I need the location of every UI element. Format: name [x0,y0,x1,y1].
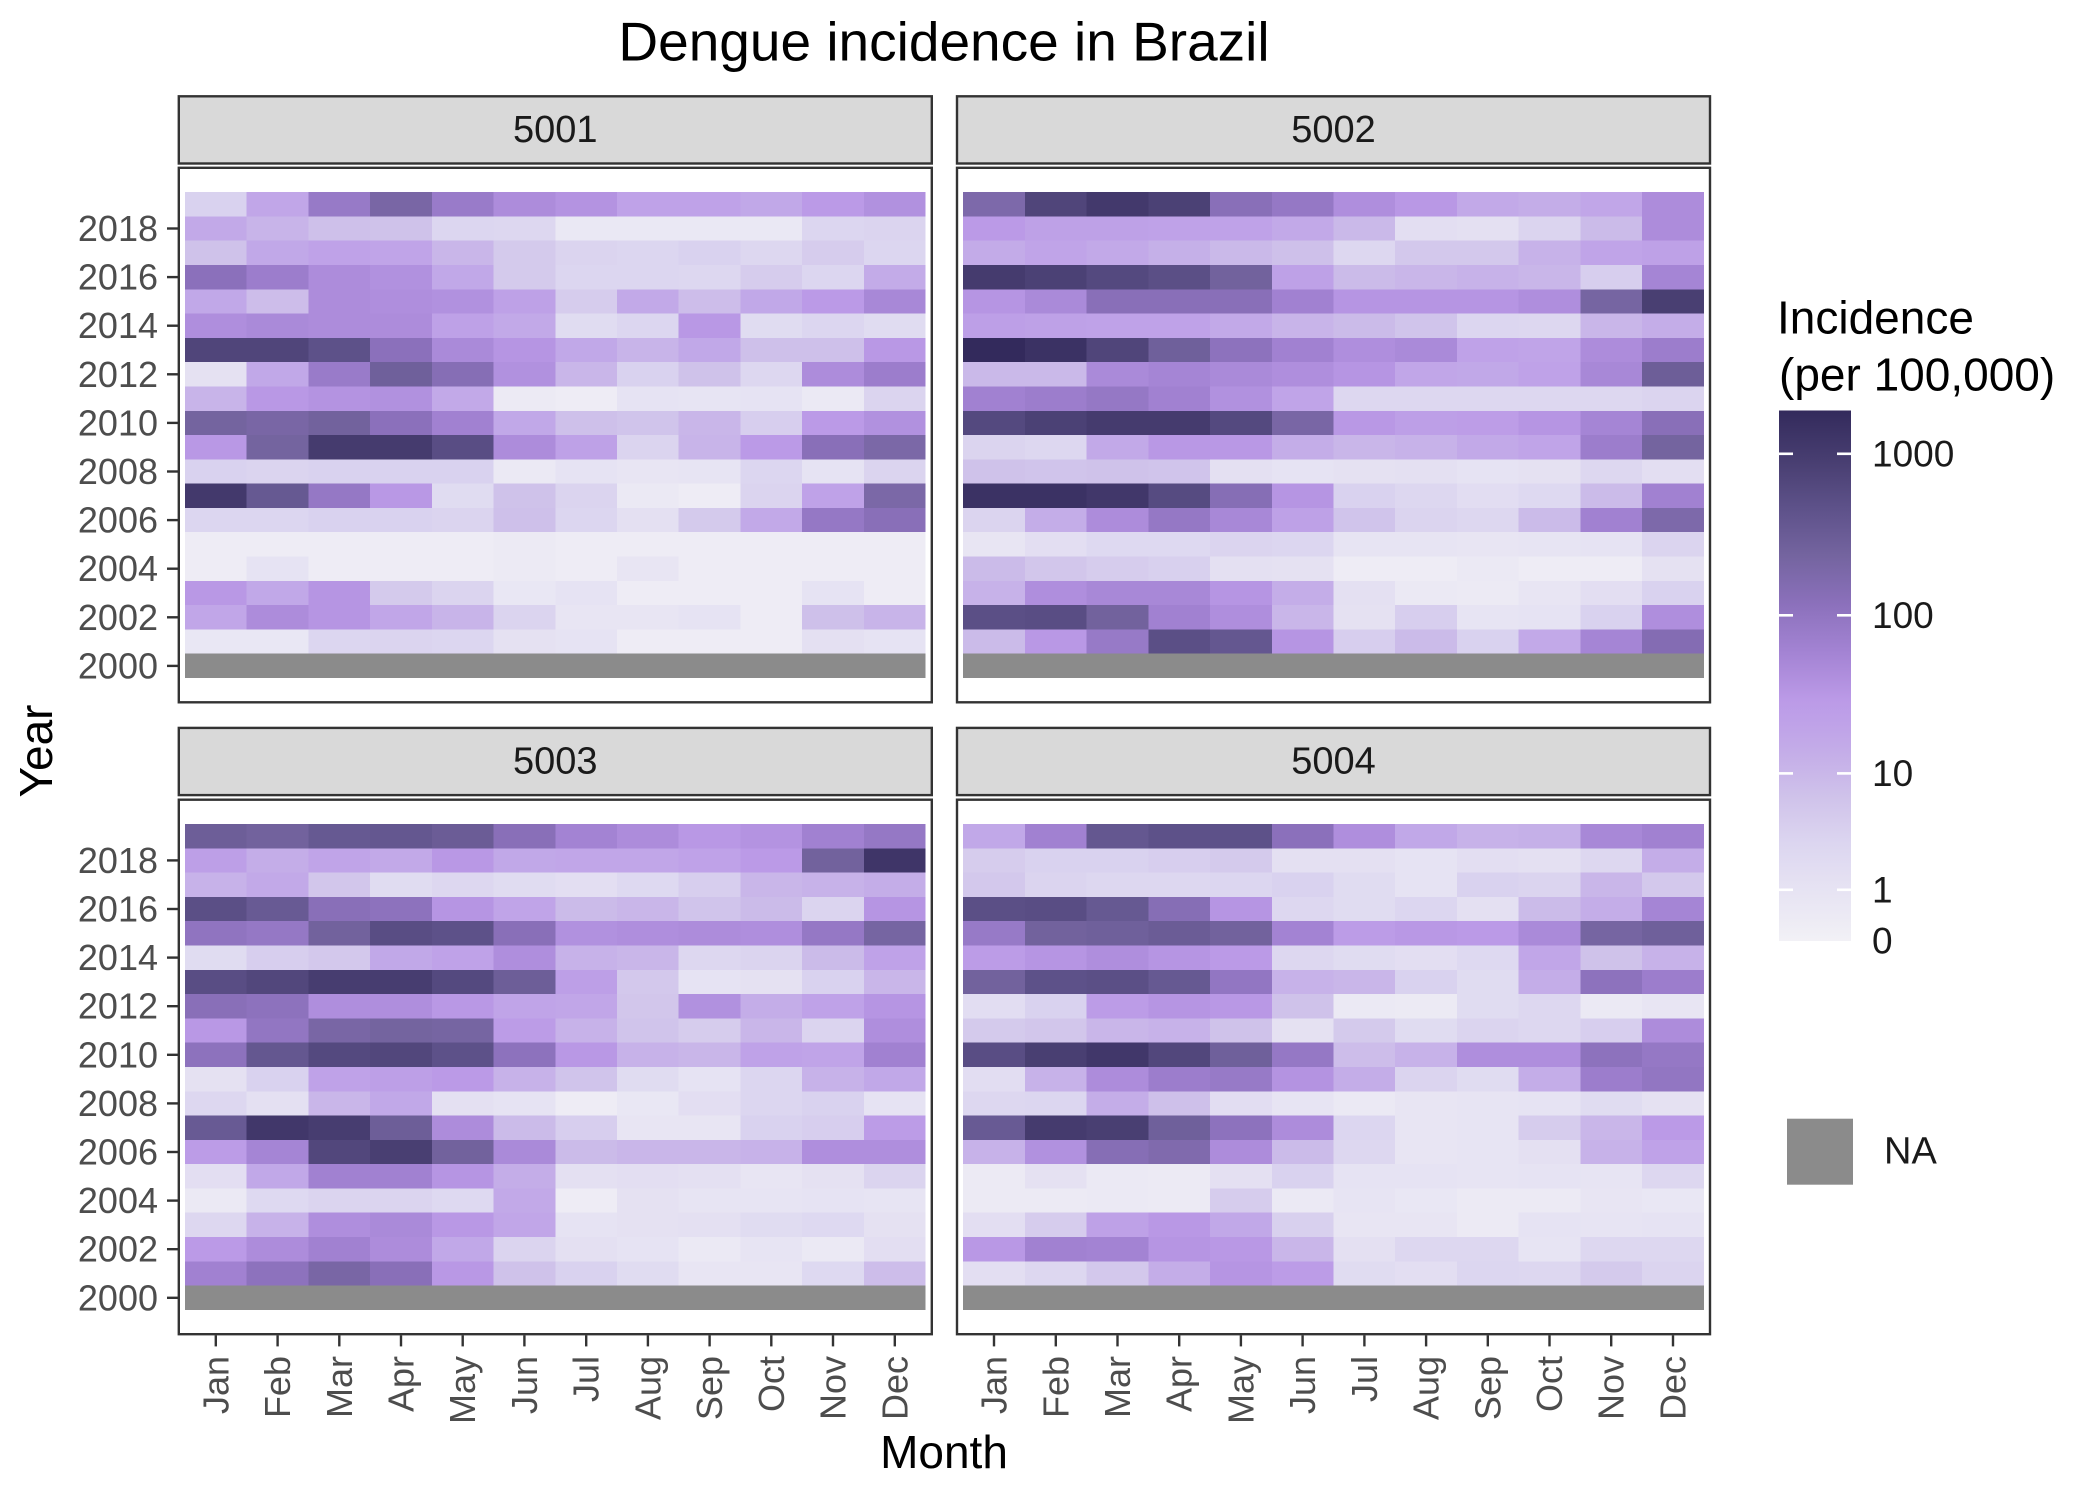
svg-text:Nov: Nov [1591,1356,1632,1420]
svg-text:Sep: Sep [689,1356,730,1420]
svg-text:2018: 2018 [78,840,158,881]
svg-text:100: 100 [1872,595,1934,636]
svg-text:Aug: Aug [627,1356,668,1420]
svg-text:2002: 2002 [78,1229,158,1270]
svg-text:2010: 2010 [78,402,158,443]
svg-text:Feb: Feb [257,1356,298,1418]
svg-text:1000: 1000 [1872,433,1954,474]
svg-text:2014: 2014 [78,937,158,978]
svg-text:May: May [442,1356,483,1424]
svg-text:Nov: Nov [813,1356,854,1420]
svg-text:(per 100,000): (per 100,000) [1779,348,2055,400]
svg-text:NA: NA [1884,1131,1937,1173]
svg-text:Aug: Aug [1406,1356,1447,1420]
svg-text:0: 0 [1872,921,1893,962]
svg-text:10: 10 [1872,753,1913,794]
svg-text:5002: 5002 [1291,109,1376,151]
svg-text:Mar: Mar [1097,1356,1138,1418]
svg-text:Jan: Jan [195,1356,236,1414]
svg-text:Sep: Sep [1467,1356,1508,1420]
svg-text:Jan: Jan [974,1356,1015,1414]
svg-text:2004: 2004 [78,1180,158,1221]
svg-text:Year: Year [10,705,62,798]
svg-text:2006: 2006 [78,500,158,541]
svg-text:Dec: Dec [874,1356,915,1420]
svg-text:5004: 5004 [1291,741,1376,783]
svg-text:2008: 2008 [78,1083,158,1124]
svg-text:2010: 2010 [78,1034,158,1075]
svg-text:Jun: Jun [504,1356,545,1414]
svg-text:May: May [1220,1356,1261,1424]
svg-text:Incidence: Incidence [1777,292,1974,344]
svg-text:Dec: Dec [1653,1356,1694,1420]
svg-text:Mar: Mar [319,1356,360,1418]
svg-text:2016: 2016 [78,257,158,298]
svg-text:2006: 2006 [78,1132,158,1173]
svg-text:1: 1 [1872,869,1893,910]
svg-text:Oct: Oct [1529,1356,1570,1412]
svg-text:2016: 2016 [78,889,158,930]
svg-text:Feb: Feb [1035,1356,1076,1418]
svg-text:2002: 2002 [78,597,158,638]
svg-text:2000: 2000 [78,1277,158,1318]
svg-text:5003: 5003 [513,741,598,783]
svg-text:2018: 2018 [78,208,158,249]
svg-text:2012: 2012 [78,986,158,1027]
svg-text:Oct: Oct [751,1356,792,1412]
svg-text:2004: 2004 [78,548,158,589]
svg-text:Month: Month [880,1426,1008,1478]
svg-text:Apr: Apr [381,1356,422,1412]
svg-text:2000: 2000 [78,645,158,686]
svg-text:Jul: Jul [566,1356,607,1402]
svg-text:2012: 2012 [78,354,158,395]
svg-text:2014: 2014 [78,305,158,346]
svg-text:2008: 2008 [78,451,158,492]
svg-text:5001: 5001 [513,109,598,151]
svg-text:Dengue incidence in Brazil: Dengue incidence in Brazil [618,11,1269,73]
svg-text:Jul: Jul [1344,1356,1385,1402]
svg-text:Apr: Apr [1159,1356,1200,1412]
svg-text:Jun: Jun [1282,1356,1323,1414]
